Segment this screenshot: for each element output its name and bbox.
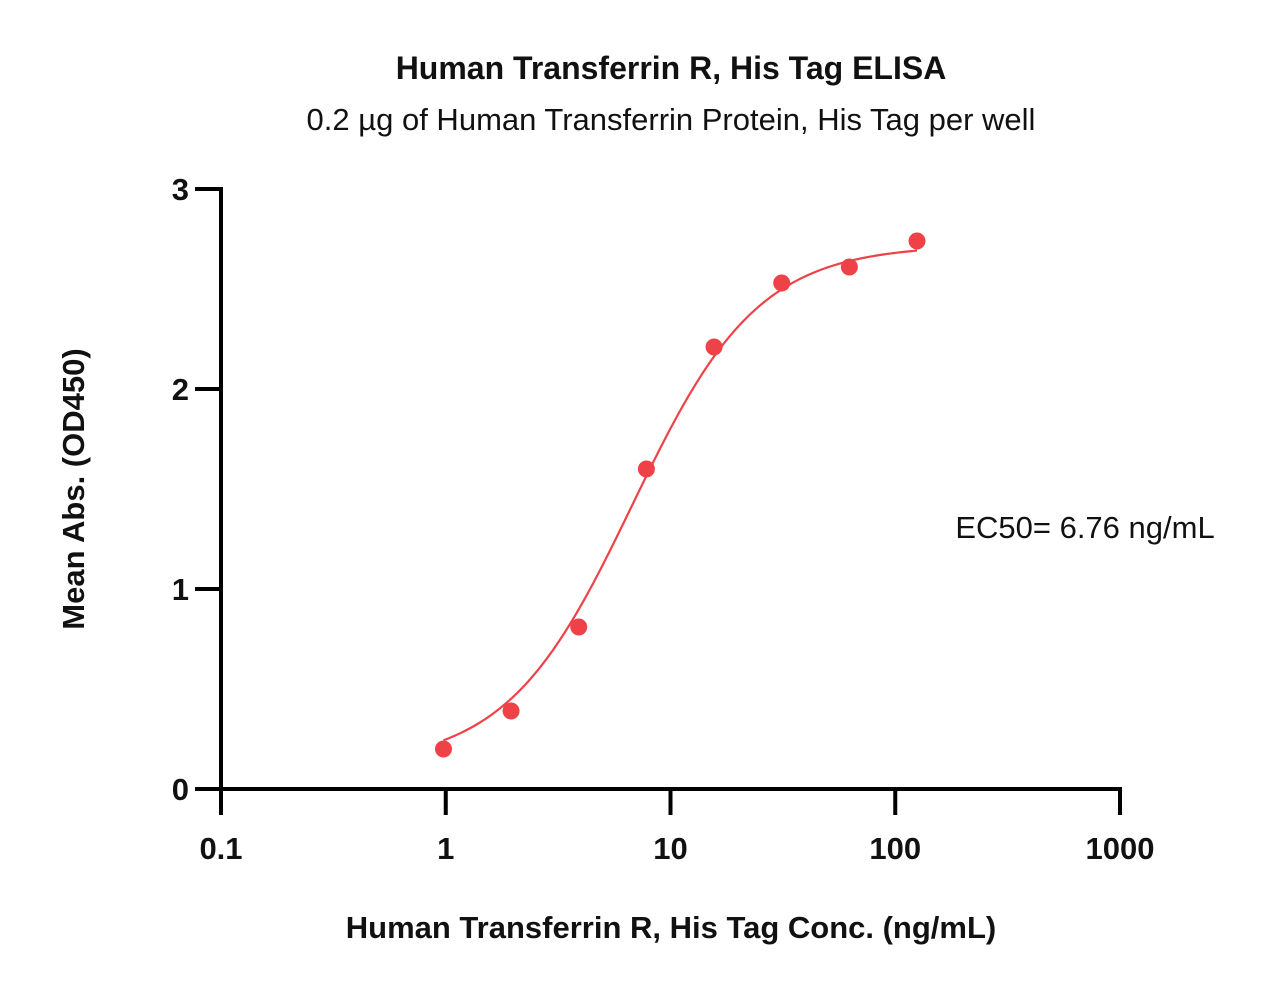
x-axis-label: Human Transferrin R, His Tag Conc. (ng/m… [346,910,997,945]
y-tick-label: 0 [172,772,189,807]
data-point [637,460,655,478]
data-points-layer [434,232,926,758]
chart-title: Human Transferrin R, His Tag ELISA [396,50,947,86]
data-point [502,702,520,720]
fit-curve-layer [443,249,918,742]
data-point [840,258,858,276]
ec50-annotation: EC50= 6.76 ng/mL [955,510,1214,545]
chart-subtitle: 0.2 µg of Human Transferrin Protein, His… [307,102,1036,137]
fit-curve [443,249,918,742]
data-point [705,338,723,356]
y-axis-label: Mean Abs. (OD450) [56,348,91,629]
axes: 0 1 2 3 0.1 1 10 100 1000 [172,172,1155,866]
data-point [908,232,926,250]
data-point [570,618,588,636]
x-tick-label: 100 [869,831,921,866]
y-tick-label: 2 [172,372,189,407]
x-tick-label: 1000 [1086,831,1155,866]
x-tick-label: 1 [437,831,454,866]
y-tick-label: 1 [172,572,189,607]
x-tick-label: 0.1 [199,831,242,866]
x-tick-label: 10 [653,831,687,866]
y-tick-label: 3 [172,172,189,207]
data-point [773,274,791,292]
data-point [434,740,452,758]
